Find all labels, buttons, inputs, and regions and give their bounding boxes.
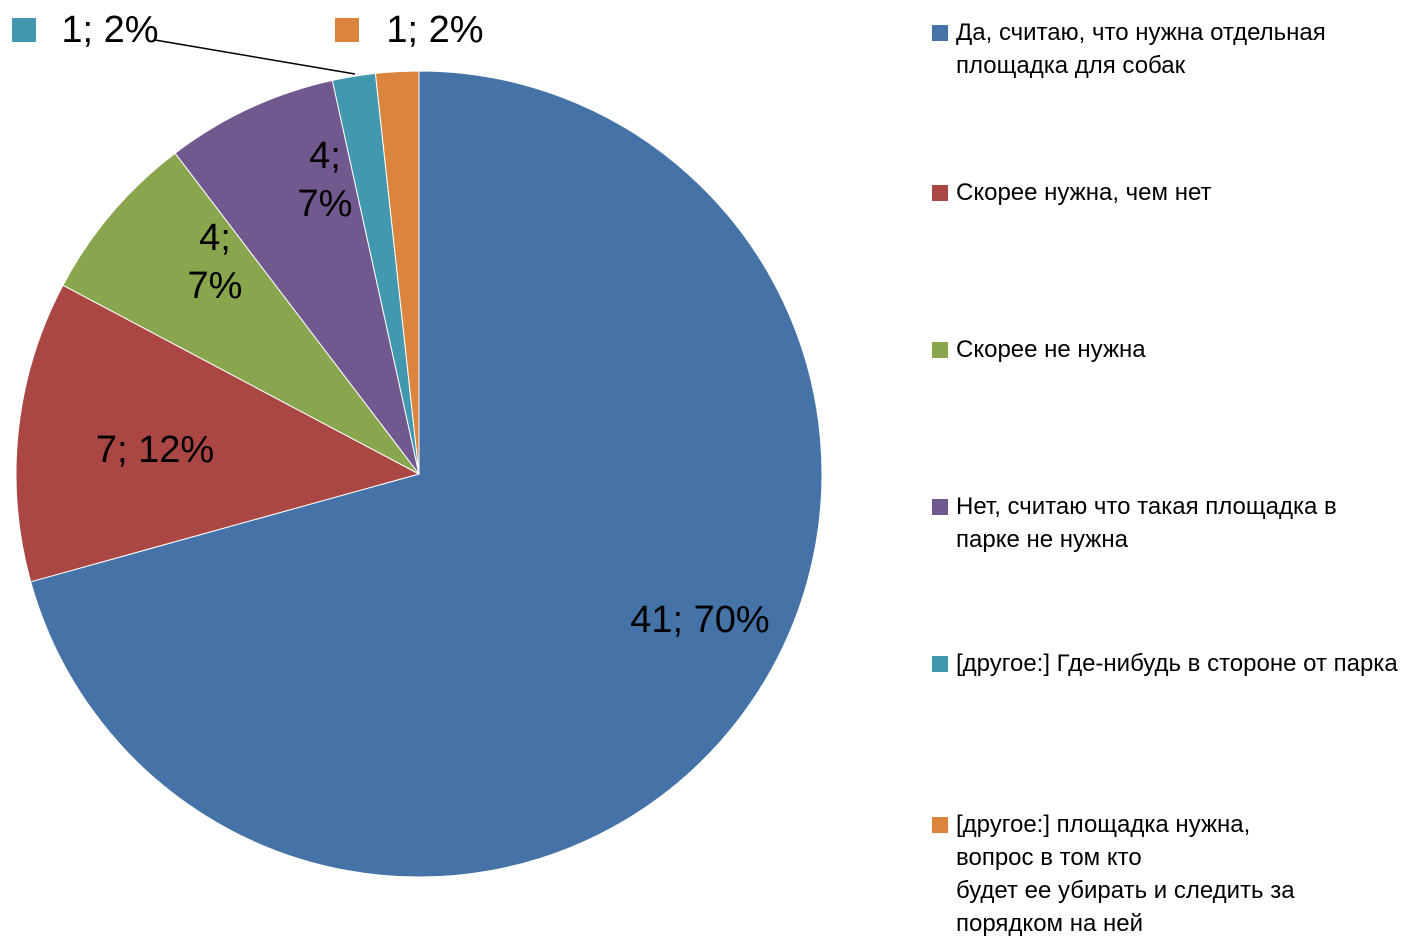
legend-item: Скорее нужна, чем нет bbox=[932, 176, 1402, 209]
legend-item: Да, считаю, что нужна отдельная площадка… bbox=[932, 16, 1402, 82]
legend-label: Скорее нужна, чем нет bbox=[956, 179, 1212, 206]
legend-swatch bbox=[932, 185, 948, 201]
legend-label: [другое:] Где-нибудь в стороне от парка bbox=[956, 650, 1398, 677]
label-key bbox=[12, 18, 36, 42]
pie-slice bbox=[374, 70, 420, 475]
pie-slice bbox=[62, 152, 420, 475]
data-label: 7; 12% bbox=[95, 429, 215, 471]
leader-line bbox=[154, 39, 356, 75]
label-key bbox=[335, 18, 359, 42]
data-label: 41; 70% bbox=[630, 599, 770, 641]
legend-item: Скорее не нужна bbox=[932, 333, 1402, 366]
data-label: 1; 2% bbox=[61, 9, 159, 51]
pie-slice bbox=[30, 70, 823, 878]
legend-item: Нет, считаю что такая площадка в парке н… bbox=[932, 490, 1402, 556]
pie-slice bbox=[174, 79, 420, 475]
legend-item: [другое:] площадка нужна, вопрос в том к… bbox=[932, 808, 1402, 940]
pie-slice bbox=[15, 284, 421, 583]
legend-swatch bbox=[932, 342, 948, 358]
legend-label: Да, считаю, что нужна отдельная площадка… bbox=[956, 19, 1326, 79]
legend-swatch bbox=[932, 499, 948, 515]
legend-swatch bbox=[932, 817, 948, 833]
legend-label: Нет, считаю что такая площадка в парке н… bbox=[956, 493, 1337, 553]
legend-label: [другое:] площадка нужна, вопрос в том к… bbox=[956, 811, 1295, 937]
legend-swatch bbox=[932, 25, 948, 41]
data-label: 4; 7% bbox=[187, 217, 243, 307]
legend-swatch bbox=[932, 656, 948, 672]
data-label: 4; 7% bbox=[297, 135, 353, 225]
legend-label: Скорее не нужна bbox=[956, 336, 1146, 363]
legend-item: [другое:] Где-нибудь в стороне от парка bbox=[932, 647, 1402, 680]
data-label: 1; 2% bbox=[386, 9, 484, 51]
